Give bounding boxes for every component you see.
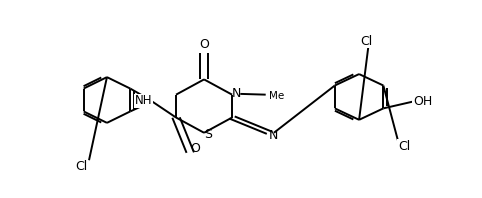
Text: Cl: Cl (398, 140, 410, 153)
Text: S: S (204, 128, 213, 141)
Text: O: O (190, 142, 200, 155)
Text: OH: OH (413, 95, 432, 108)
Text: Me: Me (269, 91, 284, 101)
Text: NH: NH (135, 94, 152, 107)
Text: N: N (269, 129, 279, 142)
Text: Cl: Cl (361, 35, 373, 48)
Text: Cl: Cl (75, 160, 88, 173)
Text: N: N (232, 87, 241, 100)
Text: O: O (199, 38, 209, 51)
